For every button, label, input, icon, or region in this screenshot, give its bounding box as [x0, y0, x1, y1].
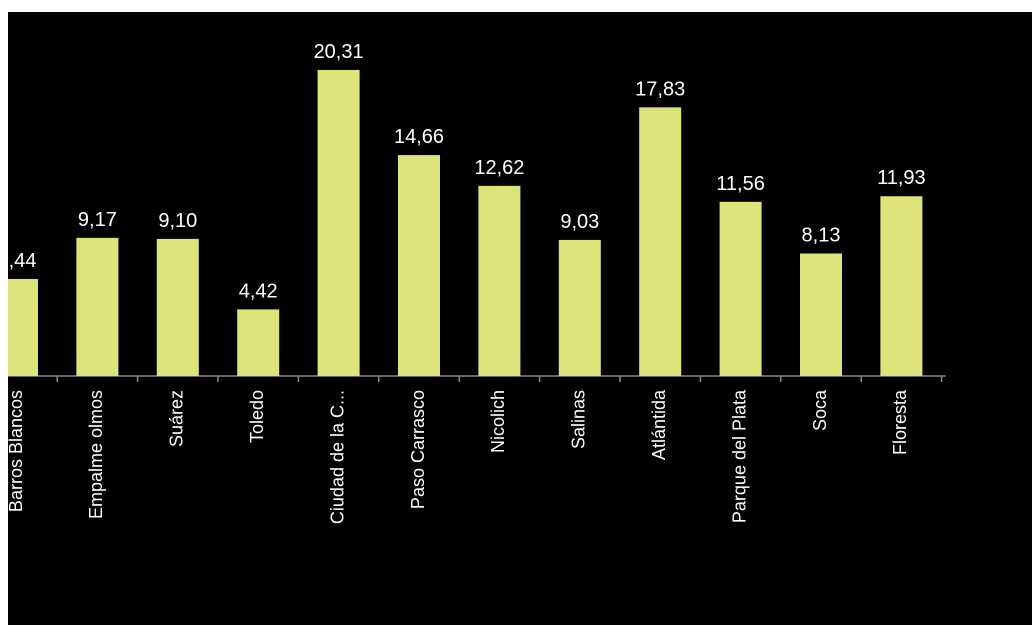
bar [880, 196, 923, 376]
value-label: 17,83 [635, 78, 685, 100]
bar [478, 185, 521, 376]
bar [237, 309, 280, 376]
x-tick-label: Toledo [247, 390, 267, 443]
bar [156, 238, 199, 376]
x-tick-label: Ciudad de la C... [327, 390, 347, 524]
value-label: 14,66 [394, 126, 444, 148]
value-label: 12,62 [474, 157, 524, 179]
value-label: 9,17 [78, 209, 117, 231]
x-tick-label: Atlántida [649, 389, 669, 460]
bar [317, 69, 360, 377]
value-label: 11,93 [877, 167, 926, 189]
value-label: 4,42 [239, 280, 278, 302]
bar [398, 155, 440, 376]
x-tick-label: Nicolich [488, 390, 508, 453]
bar [76, 237, 119, 376]
value-label: 9,10 [158, 210, 197, 232]
x-tick-label: Soca [810, 389, 830, 431]
value-label: 6,44 [0, 250, 36, 272]
value-label: 9,03 [560, 211, 599, 233]
x-tick-label: Barros Blancos [6, 390, 26, 512]
value-label: 20,31 [314, 41, 364, 63]
x-tick-label: Suárez [167, 390, 187, 447]
bar [8, 278, 38, 376]
bar [800, 253, 842, 376]
x-tick-label: Empalme olmos [86, 390, 106, 519]
x-tick-label: Parque del Plata [729, 389, 749, 523]
x-tick-label: Paso Carrasco [408, 390, 428, 509]
value-label: 8,13 [802, 224, 841, 246]
value-label: 11,56 [716, 173, 765, 195]
bar [558, 239, 601, 376]
x-tick-label: Floresta [890, 389, 910, 455]
plot: 6,44 Barros Blancos 9,17 Empalme olmos 9,10 S… [0, 41, 946, 524]
bar [639, 107, 682, 376]
bar [719, 201, 762, 376]
x-tick-label: Salinas [569, 390, 589, 449]
